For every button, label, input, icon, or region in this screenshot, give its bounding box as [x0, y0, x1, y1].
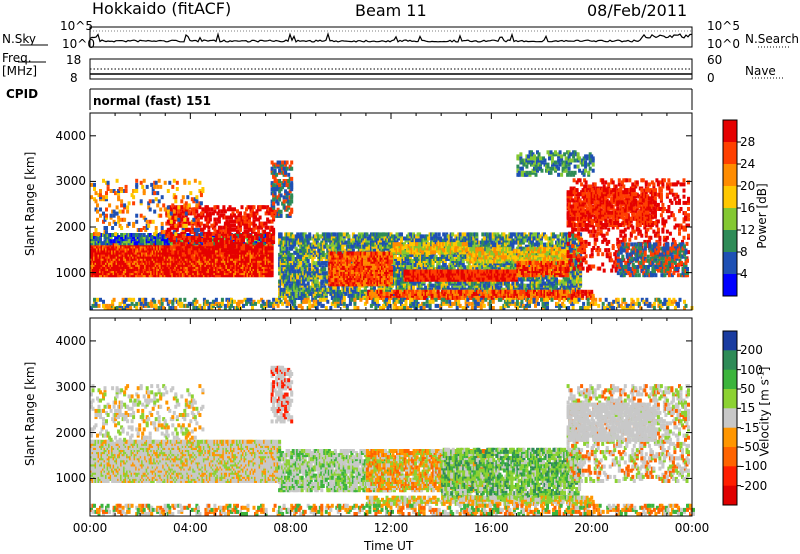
range-gate-cell: [110, 239, 113, 243]
range-gate-cell: [101, 241, 104, 245]
noise-sky-line: [90, 34, 692, 42]
range-gate-cell: [99, 237, 102, 241]
rti-plot: [0, 0, 800, 554]
range-gate-cell: [111, 233, 114, 237]
range-gate-cell: [143, 233, 146, 237]
range-gate-cell: [120, 233, 123, 237]
noise-panel: [90, 27, 692, 47]
power-heatmap: [90, 150, 694, 310]
